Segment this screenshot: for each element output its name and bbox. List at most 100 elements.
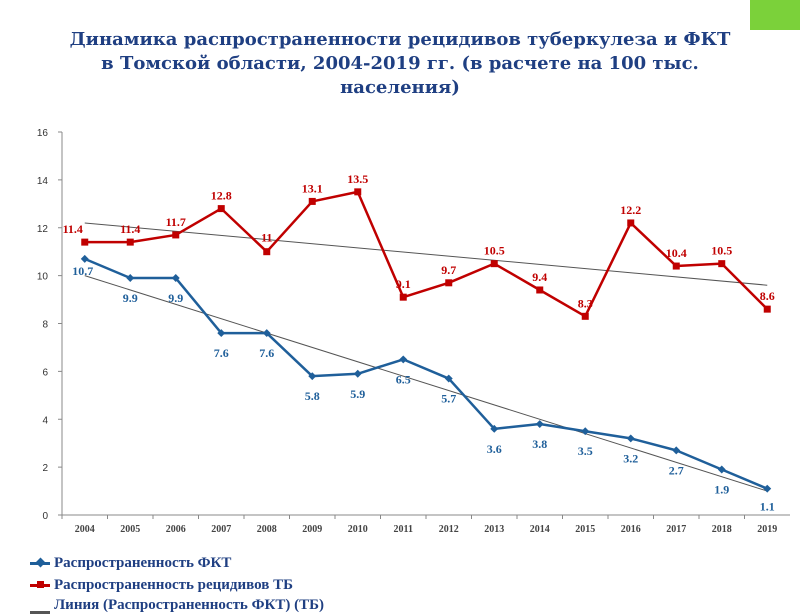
data-label-tb: 13.5 <box>347 172 368 186</box>
y-tick-label: 6 <box>42 367 48 378</box>
data-point-fkt <box>80 254 89 263</box>
data-point-tb <box>581 312 589 320</box>
chart-legend: Распространенность ФКТ Распространенност… <box>30 552 324 614</box>
data-point-tb <box>763 305 771 313</box>
data-label-fkt: 3.8 <box>532 437 547 451</box>
data-label-tb: 12.8 <box>211 189 232 203</box>
data-label-tb: 10.5 <box>484 244 505 258</box>
data-label-tb: 8.3 <box>578 296 593 310</box>
legend-item-fkt: Распространенность ФКТ <box>30 552 324 574</box>
y-tick-label: 14 <box>37 176 49 187</box>
x-tick-label: 2010 <box>348 524 368 535</box>
y-tick-label: 0 <box>42 511 48 522</box>
x-tick-label: 2012 <box>439 524 459 535</box>
data-label-tb: 11.4 <box>120 222 140 236</box>
data-point-fkt <box>490 424 499 433</box>
data-label-fkt: 5.7 <box>441 392 456 406</box>
data-label-fkt: 2.7 <box>669 463 684 477</box>
data-point-fkt <box>217 329 226 338</box>
data-point-fkt <box>399 355 408 364</box>
chart-title: Динамика распространенности рецидивов ту… <box>40 28 760 100</box>
data-point-fkt <box>717 465 726 474</box>
data-point-fkt <box>672 446 681 455</box>
y-tick-label: 8 <box>42 320 48 331</box>
x-tick-label: 2016 <box>621 524 641 535</box>
legend-item-trend: Линия (Распространенность ФКТ) (ТБ) <box>30 596 324 614</box>
legend-swatch-tb <box>30 580 50 588</box>
data-label-fkt: 7.6 <box>214 346 229 360</box>
data-label-tb: 13.1 <box>302 181 323 195</box>
data-label-tb: 9.1 <box>396 277 411 291</box>
data-label-tb: 11.4 <box>63 222 83 236</box>
x-tick-label: 2018 <box>712 524 732 535</box>
data-point-tb <box>81 238 89 246</box>
data-label-fkt: 3.2 <box>623 451 638 465</box>
legend-swatch-fkt <box>30 557 50 567</box>
data-point-tb <box>445 279 453 287</box>
data-label-fkt: 3.6 <box>487 442 502 456</box>
data-label-tb: 12.2 <box>620 203 641 217</box>
data-point-tb <box>718 260 726 268</box>
x-tick-label: 2004 <box>75 524 95 535</box>
data-label-tb: 11 <box>261 231 272 245</box>
data-label-tb: 8.6 <box>760 289 775 303</box>
y-tick-label: 12 <box>37 224 49 235</box>
data-point-fkt <box>262 329 271 338</box>
x-tick-label: 2015 <box>575 524 595 535</box>
trendline-fkt <box>84 275 768 492</box>
data-label-tb: 10.4 <box>666 246 687 260</box>
x-tick-label: 2006 <box>166 524 186 535</box>
title-line-2: в Томской области, 2004-2019 гг. (в расч… <box>101 53 699 74</box>
x-tick-label: 2011 <box>394 524 413 535</box>
data-label-tb: 10.5 <box>711 244 732 258</box>
data-point-tb <box>172 231 180 239</box>
data-label-fkt: 1.1 <box>760 500 775 514</box>
data-point-tb <box>490 260 498 268</box>
data-label-fkt: 10.7 <box>72 264 93 278</box>
trendline-tb <box>84 222 768 286</box>
line-chart: 0 2 4 6 8 10 12 14 16 2004 2005 2006 2007 2008 2009 201… <box>37 128 790 535</box>
legend-label-tb: Распространенность рецидивов ТБ <box>54 576 294 593</box>
x-tick-label: 2008 <box>257 524 277 535</box>
title-line-1: Динамика распространенности рецидивов ту… <box>69 29 731 50</box>
legend-item-tb: Распространенность рецидивов ТБ <box>30 574 324 596</box>
y-tick-label: 2 <box>42 463 48 474</box>
data-point-tb <box>672 262 680 270</box>
data-label-fkt: 6.5 <box>396 372 411 386</box>
data-point-tb <box>217 205 225 213</box>
accent-bar <box>750 0 800 30</box>
data-point-tb <box>308 197 316 205</box>
x-tick-label: 2005 <box>120 524 140 535</box>
x-tick-label: 2013 <box>484 524 504 535</box>
data-point-fkt <box>626 434 635 443</box>
data-point-fkt <box>444 374 453 383</box>
data-point-tb <box>627 219 635 227</box>
data-point-fkt <box>308 372 317 381</box>
data-label-fkt: 5.9 <box>350 387 365 401</box>
data-point-fkt <box>535 420 544 428</box>
y-tick-label: 10 <box>37 272 49 283</box>
data-point-tb <box>354 188 362 196</box>
data-point-tb <box>536 286 544 294</box>
data-point-fkt <box>126 274 135 282</box>
data-label-fkt: 9.9 <box>168 291 183 305</box>
series-line-tb <box>84 190 769 318</box>
data-point-tb <box>399 293 407 301</box>
data-label-fkt: 5.8 <box>305 389 320 403</box>
x-tick-label: 2007 <box>211 524 231 535</box>
data-point-fkt <box>171 274 180 282</box>
x-tick-label: 2017 <box>666 524 686 535</box>
data-label-fkt: 7.6 <box>259 346 274 360</box>
data-label-fkt: 1.9 <box>714 483 729 497</box>
data-point-fkt <box>353 369 362 378</box>
series-line-fkt <box>84 257 768 490</box>
data-label-tb: 9.7 <box>441 263 456 277</box>
x-tick-label: 2009 <box>302 524 322 535</box>
data-point-tb <box>126 238 134 246</box>
y-tick-label: 4 <box>42 415 48 426</box>
data-point-tb <box>263 248 271 256</box>
data-label-tb: 11.7 <box>166 215 186 229</box>
title-line-3: населения) <box>340 77 460 98</box>
data-label-fkt: 9.9 <box>123 291 138 305</box>
data-label-tb: 9.4 <box>532 270 547 284</box>
